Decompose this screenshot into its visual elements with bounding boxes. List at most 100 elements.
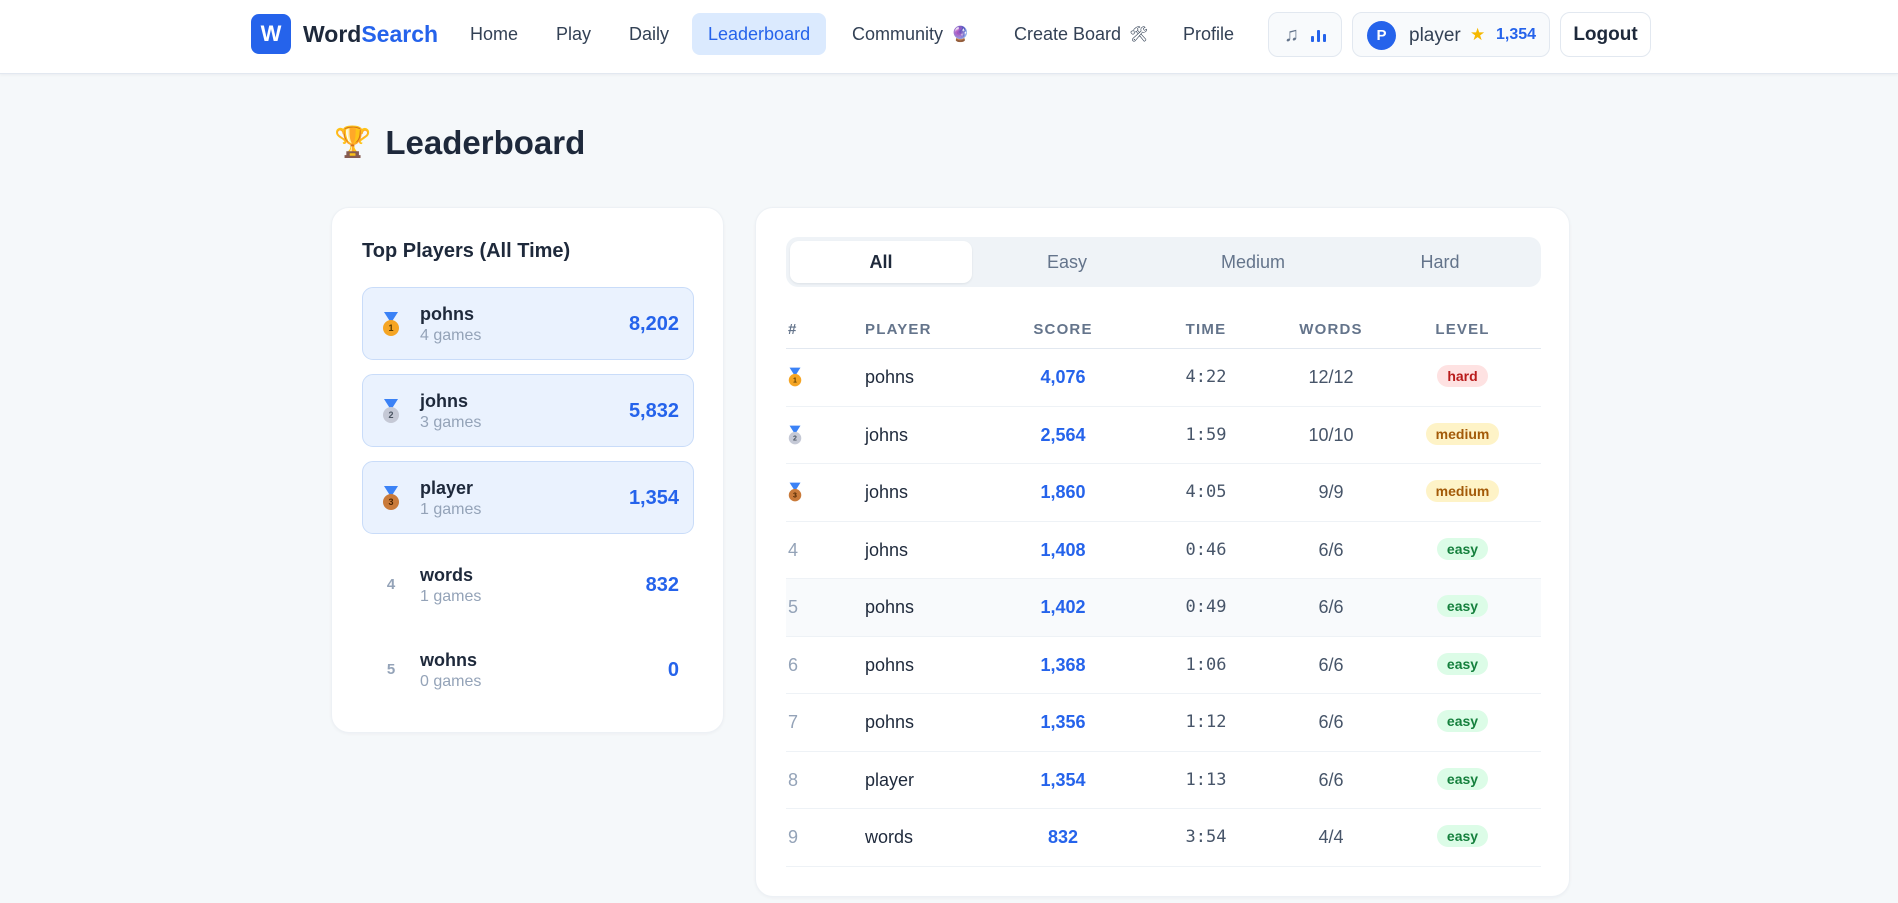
player-name: player (420, 478, 474, 498)
trophy-icon: 🏆 (334, 126, 372, 159)
time-cell: 1:12 (1185, 712, 1227, 732)
words-cell: 10/10 (1308, 424, 1354, 445)
player-games: 4 games (420, 327, 482, 344)
header-player: PLAYER (865, 321, 932, 338)
avatar: P (1367, 21, 1396, 50)
table-row[interactable]: 5 pohns 1,402 0:49 6/6 easy (786, 579, 1541, 637)
nav-profile-label: Profile (1183, 23, 1235, 44)
score-cell: 1,408 (1040, 539, 1086, 560)
nav-community-label: Community (852, 23, 944, 44)
rank-cell: 5 (788, 597, 798, 618)
top-player-item[interactable]: 5 wohns 0 games 0 (362, 633, 694, 706)
player-rank-cell: 2 (381, 399, 401, 427)
player-cell: pohns (865, 367, 915, 387)
top-navbar: W WordSearch Home Play Daily Leaderboard… (0, 0, 1898, 74)
rank-cell: 2 (788, 425, 806, 452)
words-cell: 6/6 (1318, 769, 1344, 790)
top-player-item[interactable]: 3 player 1 games 1,354 (362, 461, 694, 534)
level-cell: easy (1406, 767, 1519, 790)
page-heading: 🏆 Leaderboard (334, 124, 585, 162)
time-cell: 1:59 (1185, 424, 1227, 445)
nav-create-board[interactable]: Create Board 🛠 (998, 13, 1164, 55)
player-score: 0 (667, 659, 679, 681)
nav-daily-label: Daily (629, 23, 670, 44)
player-score: 8,202 (628, 313, 679, 335)
level-cell: easy (1406, 652, 1519, 675)
logo-letter: W (260, 21, 282, 46)
time-cell: 1:06 (1185, 654, 1227, 675)
score-cell: 1,368 (1040, 654, 1086, 675)
logout-button[interactable]: Logout (1560, 12, 1651, 57)
level-cell: easy (1406, 595, 1519, 617)
tab-hard[interactable]: Hard (1420, 251, 1460, 272)
table-row[interactable]: 7 pohns 1,356 1:12 6/6 easy (786, 694, 1541, 752)
level-badge: easy (1436, 767, 1489, 790)
table-row[interactable]: 9 words 832 3:54 4/4 easy (786, 809, 1541, 867)
level-cell: easy (1406, 825, 1519, 847)
difficulty-tabs: All Easy Medium Hard (786, 237, 1541, 287)
avatar-letter: P (1376, 27, 1387, 44)
tab-medium[interactable]: Medium (1220, 251, 1286, 272)
player-score: 832 (645, 574, 679, 596)
nav-home[interactable]: Home (454, 13, 534, 55)
nav-home-label: Home (470, 23, 519, 44)
nav-leaderboard[interactable]: Leaderboard (692, 13, 827, 55)
leaderboard-card: All Easy Medium Hard # PLAYER SCORE TIME WO… (755, 207, 1570, 897)
words-cell: 6/6 (1318, 539, 1344, 560)
user-chip[interactable]: P player ★ 1,354 (1352, 12, 1550, 57)
level-badge: easy (1436, 537, 1489, 560)
top-players-title: Top Players (All Time) (362, 240, 571, 262)
player-cell: player (865, 769, 915, 790)
nav-profile[interactable]: Profile (1167, 13, 1250, 55)
row-rank: 9 (788, 827, 799, 847)
top-player-item[interactable]: 4 words 1 games 832 (362, 548, 694, 620)
header-rank: # (788, 321, 798, 338)
nav-daily[interactable]: Daily (613, 13, 685, 55)
player-name: words (420, 565, 474, 585)
level-badge: easy (1436, 652, 1489, 675)
row-rank: 5 (788, 597, 799, 617)
player-cell: pohns (865, 654, 915, 675)
level-badge: medium (1425, 422, 1500, 445)
table-row[interactable]: 1 pohns 4,076 4:22 12/12 hard (786, 349, 1541, 407)
app-name-part1: Word (303, 21, 362, 47)
top-player-item[interactable]: 2 johns 3 games 5,832 (362, 374, 694, 447)
table-row[interactable]: 2 johns 2,564 1:59 10/10 medium (786, 407, 1541, 464)
level-cell: easy (1406, 537, 1519, 560)
player-score: 5,832 (628, 400, 679, 422)
player-rank-cell: 5 (381, 661, 401, 678)
header-level: LEVEL (1435, 321, 1490, 338)
rank-cell: 3 (788, 482, 806, 509)
score-cell: 4,076 (1040, 367, 1086, 387)
tab-easy[interactable]: Easy (1046, 251, 1088, 272)
player-cell: pohns (865, 597, 915, 617)
level-cell: hard (1406, 365, 1519, 387)
words-cell: 6/6 (1318, 712, 1344, 732)
level-badge: easy (1436, 825, 1489, 847)
words-cell: 6/6 (1318, 654, 1344, 675)
app-name[interactable]: WordSearch (303, 21, 438, 48)
music-toggle-button[interactable]: ♫ (1268, 12, 1342, 57)
level-cell: medium (1406, 422, 1519, 445)
level-badge: hard (1437, 365, 1488, 387)
player-rank-cell: 1 (381, 312, 401, 340)
table-row[interactable]: 6 pohns 1,368 1:06 6/6 easy (786, 637, 1541, 694)
gold-medal-icon: 1 (382, 312, 400, 336)
nav-community[interactable]: Community 🔮 (836, 13, 986, 55)
player-name: wohns (420, 650, 477, 670)
logo-badge[interactable]: W (251, 14, 291, 54)
silver-medal-icon: 2 (788, 425, 802, 444)
gold-medal-icon: 1 (788, 367, 802, 387)
nav-play[interactable]: Play (540, 13, 607, 55)
bronze-medal-icon: 3 (788, 482, 802, 502)
table-row[interactable]: 3 johns 1,860 4:05 9/9 medium (786, 464, 1541, 522)
top-player-item[interactable]: 1 pohns 4 games 8,202 (362, 287, 694, 360)
header-time: TIME (1185, 321, 1227, 338)
row-rank: 8 (788, 769, 799, 790)
time-cell: 4:22 (1185, 367, 1227, 387)
row-rank: 6 (788, 654, 799, 675)
score-cell: 2,564 (1040, 424, 1086, 445)
table-row[interactable]: 4 johns 1,408 0:46 6/6 easy (786, 522, 1541, 579)
table-row[interactable]: 8 player 1,354 1:13 6/6 easy (786, 752, 1541, 809)
tab-all[interactable]: All (790, 241, 972, 283)
